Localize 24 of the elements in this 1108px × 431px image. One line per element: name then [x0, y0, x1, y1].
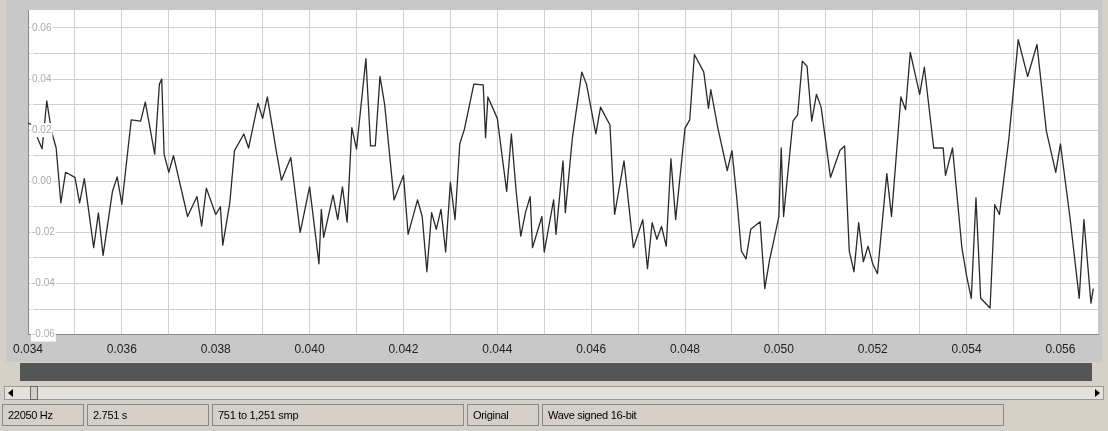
x-tick-label: 0.056: [1045, 342, 1076, 357]
x-tick-label: 0.050: [763, 342, 795, 357]
x-tick-label: 0.034: [12, 342, 44, 357]
y-tick-label: 0.06: [32, 21, 52, 33]
x-tick-label: 0.046: [576, 342, 607, 357]
x-tick-label: 0.038: [200, 342, 232, 357]
x-tick-label: 0.052: [857, 342, 889, 357]
y-tick-label: 0.02: [32, 123, 52, 135]
y-tick-label: -0.04: [32, 277, 56, 289]
x-tick-label: 0.036: [106, 342, 138, 357]
x-tick-label: 0.040: [294, 342, 325, 357]
text: 2.751 s: [87, 404, 209, 426]
text: Wave signed 16-bit: [542, 404, 1004, 426]
y-tick-label: -0.06: [32, 328, 56, 340]
y-tick-label: 0.00: [32, 175, 52, 186]
y-tick-label: 0.04: [32, 72, 52, 84]
x-tick-label: 0.042: [388, 342, 419, 357]
text: Original: [467, 404, 539, 426]
x-tick-label: 0.044: [482, 342, 513, 357]
y-tick-label: -0.02: [32, 226, 56, 238]
text: 22050 Hz: [2, 404, 84, 426]
x-tick-label: 0.054: [951, 342, 982, 357]
x-tick-label: 0.048: [670, 342, 701, 357]
text: 751 to 1,251 smp: [212, 404, 464, 426]
